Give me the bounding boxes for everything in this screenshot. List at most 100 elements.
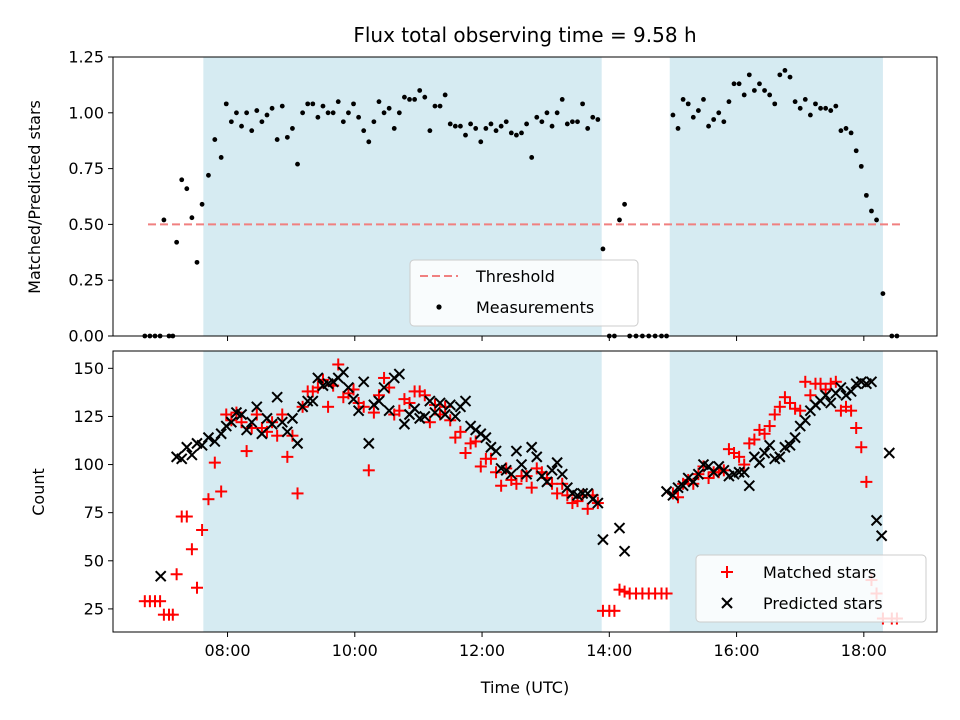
measurement-point <box>813 101 818 107</box>
measurement-point <box>376 99 382 105</box>
matched-star-point <box>510 477 523 490</box>
measurement-point <box>386 105 392 111</box>
y-tick-label: 0.00 <box>68 327 104 346</box>
predicted-star-point <box>743 480 756 492</box>
legend-matched-swatch <box>721 566 733 578</box>
legend-measurements-swatch <box>436 304 442 310</box>
measurement-point <box>534 114 540 120</box>
measurement-point <box>432 103 438 109</box>
y-tick-label: 0.75 <box>68 159 104 178</box>
predicted-star-point <box>352 404 365 417</box>
predicted-star-point <box>266 418 278 430</box>
predicted-star-point <box>449 410 462 423</box>
predicted-star-point <box>784 439 796 452</box>
predicted-star-point <box>215 428 227 440</box>
predicted-star-point <box>556 468 568 480</box>
measurement-point <box>320 103 326 109</box>
measurement-point <box>442 92 448 98</box>
matched-star-point <box>687 477 700 490</box>
matched-star-point <box>291 487 304 500</box>
predicted-star-point <box>845 385 857 398</box>
predicted-star-point <box>733 466 745 478</box>
top-ylabel: Matched/Predicted stars <box>25 100 44 294</box>
matched-star-point <box>613 583 626 596</box>
predicted-star-point <box>763 439 776 452</box>
measurement-point <box>199 201 205 207</box>
measurement-point <box>488 121 494 127</box>
matched-star-point <box>824 377 837 390</box>
matched-star-point <box>758 427 771 440</box>
matched-star-point <box>202 493 215 506</box>
legend-measurements-label: Measurements <box>476 298 594 317</box>
measurement-point <box>726 99 732 105</box>
matched-star-point <box>180 510 193 523</box>
predicted-star-point <box>357 376 370 388</box>
measurement-point <box>259 119 265 125</box>
measurement-point <box>590 114 596 120</box>
matched-star-point <box>154 595 167 608</box>
legend-predicted-swatch <box>721 597 733 609</box>
legend-predicted-label: Predicted stars <box>763 594 883 613</box>
measurement-point <box>478 139 484 145</box>
predicted-star-point <box>307 395 319 407</box>
predicted-star-point <box>291 437 304 450</box>
predicted-star-point <box>576 487 589 500</box>
measurement-point <box>310 101 316 107</box>
y-tick-label: 25 <box>84 599 104 618</box>
matched-star-point <box>459 447 472 460</box>
matched-star-point <box>855 441 868 454</box>
measurement-point <box>595 117 601 122</box>
measurement-point <box>575 119 580 125</box>
top-axes: 0.00 0.25 0.50 0.75 1.00 1.25 <box>68 48 938 346</box>
measurement-point <box>838 128 844 134</box>
predicted-star-point <box>378 381 390 394</box>
predicted-star-point <box>660 485 673 498</box>
measurement-point <box>483 126 489 131</box>
count-points-layer <box>138 358 903 625</box>
measurement-point <box>833 103 839 109</box>
matched-star-point <box>520 470 533 483</box>
predicted-star-point <box>155 570 167 582</box>
measurement-point <box>675 126 681 131</box>
predicted-star-point <box>202 431 215 444</box>
predicted-star-point <box>181 441 193 453</box>
matched-star-point <box>829 375 842 388</box>
measurement-point <box>559 97 565 102</box>
measurement-point <box>223 101 229 107</box>
predicted-star-point <box>286 412 299 425</box>
measurement-point <box>767 92 773 98</box>
measurement-point <box>539 119 545 125</box>
predicted-star-point <box>677 480 689 492</box>
matched-star-point <box>778 391 791 404</box>
matched-star-point <box>418 389 431 402</box>
matched-star-point <box>618 585 631 598</box>
measurement-point <box>823 105 829 111</box>
predicted-star-point <box>444 399 456 411</box>
measurement-point <box>554 110 560 116</box>
predicted-star-point <box>875 530 888 542</box>
measurement-point <box>361 128 367 134</box>
measurement-point <box>493 128 499 134</box>
matched-star-point <box>789 402 802 415</box>
observing-window <box>203 351 602 632</box>
measurement-point <box>417 88 423 93</box>
predicted-star-point <box>592 497 604 509</box>
matched-star-point <box>845 404 858 417</box>
measurement-point <box>564 121 570 127</box>
y-tick-label: 150 <box>73 359 104 378</box>
predicted-star-point <box>383 404 395 417</box>
measurement-point <box>711 117 717 122</box>
measurement-point <box>396 110 402 116</box>
top-legend: Threshold Measurements <box>409 259 639 327</box>
measurement-point <box>468 121 473 127</box>
matched-star-point <box>525 481 538 494</box>
matched-star-point <box>367 406 380 419</box>
legend-threshold-label: Threshold <box>475 267 555 286</box>
matched-star-point <box>378 371 391 384</box>
measurement-point <box>746 72 752 78</box>
bottom-ylabel: Count <box>29 468 48 516</box>
measurement-point <box>447 121 453 127</box>
bottom-axes: 25 50 75 100 125 150 08:00 10:00 12:00 14:00 16:00… <box>73 350 938 660</box>
matched-star-point <box>763 420 776 433</box>
y-tick-label: 0.25 <box>68 271 104 290</box>
